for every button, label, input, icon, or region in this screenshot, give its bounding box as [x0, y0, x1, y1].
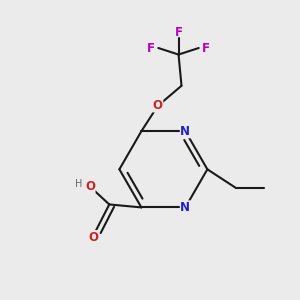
Text: H: H: [75, 179, 82, 189]
Text: F: F: [202, 41, 210, 55]
Text: F: F: [147, 41, 155, 55]
Text: O: O: [88, 231, 98, 244]
Text: N: N: [180, 125, 190, 138]
Text: O: O: [85, 180, 95, 193]
Text: N: N: [180, 201, 190, 214]
Text: O: O: [153, 99, 163, 112]
Text: F: F: [175, 26, 182, 39]
